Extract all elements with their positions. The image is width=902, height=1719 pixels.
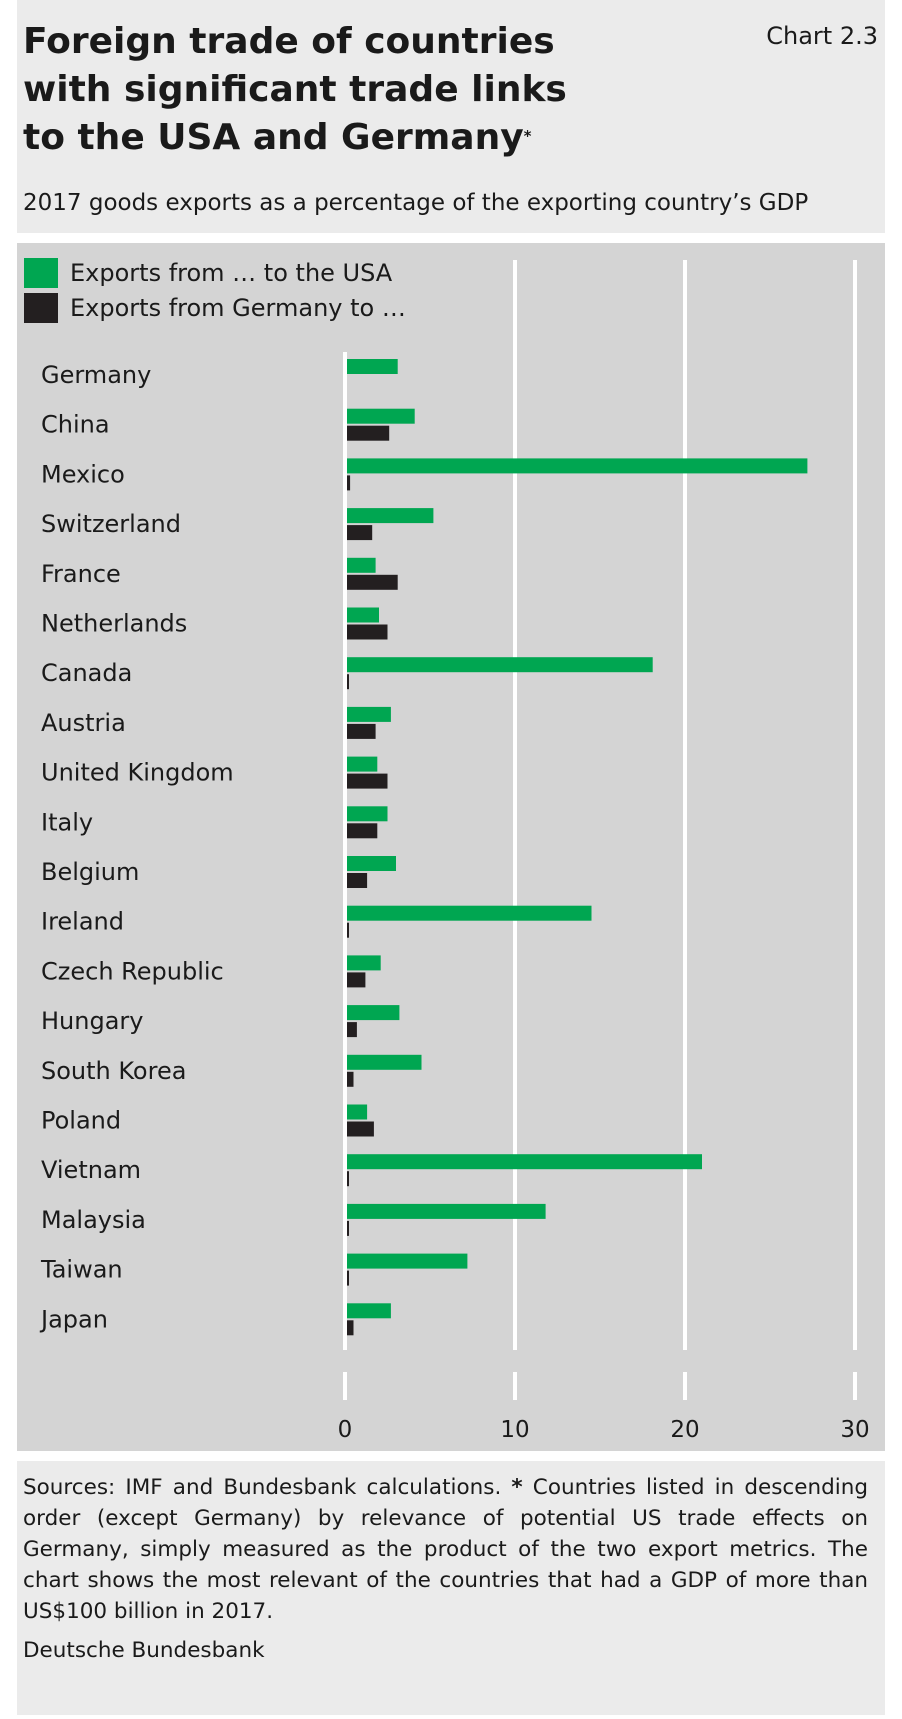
bar-germany bbox=[347, 525, 373, 541]
bar-germany bbox=[347, 1320, 354, 1336]
bar-usa bbox=[347, 508, 434, 524]
bar-usa bbox=[347, 756, 378, 772]
footer-note: Sources: IMF and Bundesbank calculations… bbox=[23, 1472, 868, 1627]
footer-note-text: Countries listed in descending order (ex… bbox=[23, 1475, 868, 1624]
category-label: Vietnam bbox=[41, 1156, 141, 1184]
footer-panel bbox=[17, 1461, 885, 1715]
bar-germany bbox=[347, 1022, 357, 1038]
chart-subtitle: 2017 goods exports as a percentage of th… bbox=[23, 190, 809, 216]
bar-germany bbox=[347, 972, 366, 988]
category-label: Hungary bbox=[41, 1007, 143, 1035]
x-tick-label-1: 10 bbox=[500, 1417, 529, 1443]
title-footnote-marker: * bbox=[523, 127, 532, 145]
bar-usa bbox=[347, 1005, 400, 1021]
category-label: Mexico bbox=[41, 460, 125, 488]
bar-chart: 0 10 20 30 Germany China Mexico Switzerland Fran… bbox=[39, 260, 870, 1443]
bar-germany bbox=[347, 1171, 349, 1187]
bar-germany bbox=[347, 723, 376, 739]
header-panel bbox=[17, 0, 885, 233]
bar-germany bbox=[347, 475, 351, 491]
category-label: Canada bbox=[41, 659, 132, 687]
bar-usa bbox=[347, 557, 376, 573]
category-label: Poland bbox=[41, 1107, 121, 1135]
category-label: Taiwan bbox=[40, 1256, 123, 1284]
chart-panel bbox=[17, 243, 885, 1451]
bar-germany bbox=[347, 425, 390, 441]
bar-germany bbox=[347, 1270, 349, 1286]
bar-usa bbox=[347, 607, 379, 623]
bar-usa bbox=[347, 1303, 391, 1319]
bar-germany bbox=[347, 922, 349, 938]
category-label: Malaysia bbox=[41, 1206, 146, 1234]
chart-number: Chart 2.3 bbox=[766, 22, 878, 50]
footer-source: Deutsche Bundesbank bbox=[23, 1638, 265, 1663]
bar-germany bbox=[347, 624, 388, 640]
x-tick-label-0: 0 bbox=[338, 1417, 353, 1443]
bar-usa bbox=[347, 955, 381, 971]
category-label: Ireland bbox=[41, 908, 124, 936]
category-label: Austria bbox=[41, 709, 126, 737]
category-label: Belgium bbox=[41, 858, 139, 886]
bar-usa bbox=[347, 408, 415, 424]
bar-usa bbox=[347, 856, 396, 871]
bar-usa bbox=[347, 806, 388, 822]
bar-germany bbox=[347, 873, 368, 888]
category-label: South Korea bbox=[41, 1057, 186, 1085]
category-label: Czech Republic bbox=[41, 957, 224, 985]
legend-label-usa: Exports from … to the USA bbox=[70, 259, 393, 287]
category-label: China bbox=[41, 411, 110, 439]
bar-usa bbox=[347, 657, 653, 673]
bar-usa bbox=[347, 1253, 468, 1269]
footer-note-prefix: Sources: IMF and Bundesbank calculations… bbox=[23, 1475, 512, 1500]
legend-label-germany: Exports from Germany to … bbox=[70, 294, 406, 322]
legend-swatch-green bbox=[24, 258, 58, 288]
bar-germany bbox=[347, 773, 388, 789]
bar-germany bbox=[347, 1121, 374, 1137]
category-label: United Kingdom bbox=[41, 759, 234, 787]
chart-title: Foreign trade of countries with significa… bbox=[23, 18, 583, 162]
bar-usa bbox=[347, 1054, 422, 1070]
bar-germany bbox=[347, 574, 398, 590]
category-label: Italy bbox=[41, 808, 93, 836]
footer-note-marker: * bbox=[511, 1475, 523, 1500]
bar-usa bbox=[347, 706, 391, 722]
bar-usa bbox=[347, 359, 398, 374]
category-label: Germany bbox=[41, 361, 151, 389]
bar-usa bbox=[347, 1104, 368, 1120]
legend-item-usa: Exports from … to the USA bbox=[24, 257, 392, 289]
bar-usa bbox=[347, 458, 808, 474]
bar-germany bbox=[347, 1071, 354, 1087]
category-label: France bbox=[41, 560, 121, 588]
bar-usa bbox=[347, 1154, 702, 1170]
bar-germany bbox=[347, 1220, 349, 1236]
x-tick-label-2: 20 bbox=[670, 1417, 699, 1443]
title-line-2: with significant trade links bbox=[23, 69, 567, 110]
title-line-3: to the USA and Germany bbox=[23, 117, 524, 158]
legend-item-germany: Exports from Germany to … bbox=[24, 292, 406, 324]
bar-usa bbox=[347, 905, 592, 921]
title-line-1: Foreign trade of countries bbox=[23, 21, 555, 62]
bar-usa bbox=[347, 1203, 546, 1219]
category-label: Japan bbox=[39, 1305, 108, 1333]
legend-swatch-black bbox=[24, 293, 58, 323]
bar-germany bbox=[347, 823, 378, 839]
x-tick-label-3: 30 bbox=[840, 1417, 869, 1443]
category-label: Switzerland bbox=[41, 510, 181, 538]
bar-germany bbox=[347, 674, 349, 690]
category-label: Netherlands bbox=[41, 610, 187, 638]
